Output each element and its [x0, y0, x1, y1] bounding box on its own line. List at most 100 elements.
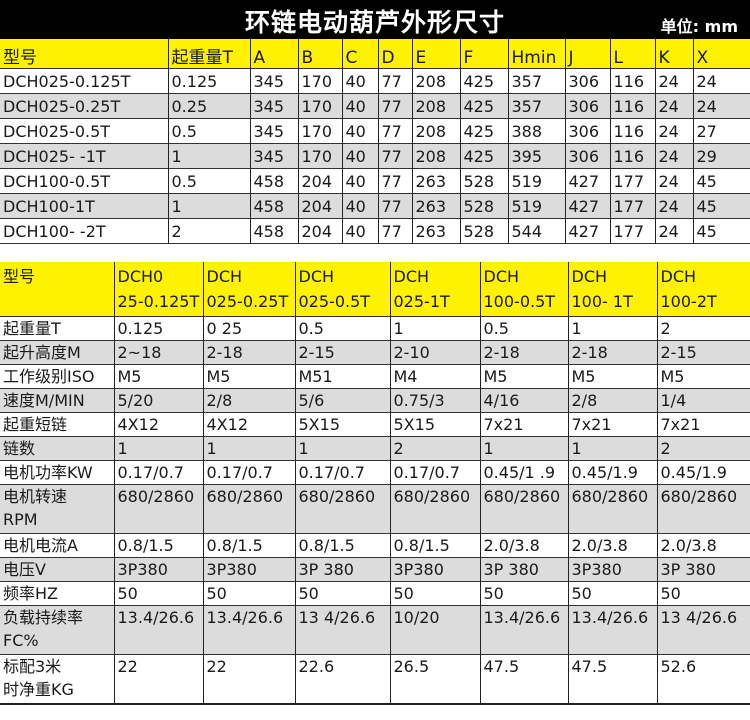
row-label: 电机功率KW — [0, 460, 114, 485]
column-header: Hmin — [507, 39, 565, 69]
value-cell: 116 — [609, 143, 655, 169]
value-cell: 263 — [411, 218, 460, 244]
value-cell: 0.5 — [167, 118, 250, 144]
table-row: 负载持续率 FC% 13.4/26.6 13.4/26.6 13 4/26.6 10/20… — [0, 605, 750, 655]
value-cell: 0.45/1 .9 — [479, 460, 568, 485]
value-cell: 77 — [377, 168, 412, 194]
value-cell: 50 — [294, 581, 390, 606]
value-cell: 40 — [341, 143, 378, 169]
value-cell: 1 — [113, 436, 203, 461]
value-cell: 45 — [692, 168, 750, 194]
value-cell: 680/2860 — [389, 484, 480, 534]
row-label: 频率HZ — [0, 581, 114, 606]
value-cell: 263 — [411, 168, 460, 194]
value-cell: 77 — [377, 193, 412, 219]
value-cell: 458 — [249, 218, 298, 244]
value-cell: 458 — [249, 168, 298, 194]
value-cell: 2-18 — [479, 340, 568, 365]
value-cell: 1 — [167, 143, 250, 169]
value-cell: 1 — [294, 436, 390, 461]
table-row: 频率HZ 50 50 50 50 50 50 50 — [0, 581, 750, 606]
value-cell: 388 — [507, 118, 565, 144]
value-cell: 306 — [564, 118, 610, 144]
value-cell: 425 — [459, 118, 508, 144]
value-cell: 22 — [113, 654, 203, 705]
label-line: 速度M/MIN — [3, 391, 85, 410]
column-header: DCH 100-0.5T — [479, 262, 568, 317]
value-cell: M5 — [202, 364, 295, 389]
table-row: 工作级别ISO M5 M5 M51 M4 M5 M5 M5 — [0, 364, 750, 389]
table-row: DCH100- -2T 2 458 204 40 77 263 528 544 427 177 24 4… — [0, 218, 750, 244]
value-cell: 40 — [341, 68, 378, 94]
value-cell: 528 — [459, 218, 508, 244]
value-cell: 45 — [692, 218, 750, 244]
model-cell: DCH100- -2T — [0, 218, 168, 244]
label-line: 起升高度M — [3, 343, 81, 362]
value-cell: 13.4/26.6 — [567, 605, 657, 655]
model-cell: DCH025-0.5T — [0, 118, 168, 144]
table-row: 起重量T 0.125 0 25 0.5 1 0.5 1 2 — [0, 316, 750, 341]
value-cell: 2/8 — [202, 388, 295, 413]
label-line: 起重短链 — [3, 415, 68, 434]
row-label: 负载持续率 FC% — [0, 605, 114, 655]
table-row: 电压V 3P380 3P380 3P 380 3P380 3P 380 3P380 3P 38… — [0, 557, 750, 582]
value-cell: 208 — [411, 143, 460, 169]
value-cell: 0.125 — [167, 68, 250, 94]
table-row: DCH025- -1T 1 345 170 40 77 208 425 395 306 116 24 2… — [0, 143, 750, 169]
value-cell: 0.8/1.5 — [202, 533, 295, 558]
table-row: 起升高度M 2~18 2-18 2-15 2-10 2-18 2-18 2-15 — [0, 340, 750, 365]
label-line: 起重量T — [3, 319, 61, 338]
page-title: 环链电动葫芦外形尺寸 — [244, 8, 505, 37]
value-cell: 13 4/26.6 — [656, 605, 750, 655]
value-cell: 5/6 — [294, 388, 390, 413]
column-header: X — [692, 39, 750, 69]
header-line: DCH — [483, 267, 520, 286]
value-cell: 1/4 — [656, 388, 750, 413]
column-header: K — [654, 39, 693, 69]
value-cell: 40 — [341, 218, 378, 244]
value-cell: 425 — [459, 143, 508, 169]
value-cell: 40 — [341, 168, 378, 194]
value-cell: 519 — [507, 193, 565, 219]
value-cell: 395 — [507, 143, 565, 169]
value-cell: 2-10 — [389, 340, 480, 365]
unit-label: 单位: mm — [660, 17, 738, 36]
value-cell: 2-15 — [294, 340, 390, 365]
value-cell: 29 — [692, 143, 750, 169]
value-cell: 1 — [389, 316, 480, 341]
header-line: DCH — [660, 267, 697, 286]
label-line: 电机转速 — [3, 487, 68, 506]
header-line: 100-0.5T — [483, 292, 556, 311]
label-line: RPM — [3, 510, 38, 529]
value-cell: 544 — [507, 218, 565, 244]
value-cell: 45 — [692, 193, 750, 219]
value-cell: 2-15 — [656, 340, 750, 365]
row-label: 标配3米 时净重KG — [0, 654, 114, 705]
row-label: 电机转速 RPM — [0, 484, 114, 534]
column-header: L — [609, 39, 655, 69]
value-cell: 0.45/1.9 — [567, 460, 657, 485]
header-line: DCH — [393, 267, 430, 286]
value-cell: 680/2860 — [479, 484, 568, 534]
value-cell: 50 — [656, 581, 750, 606]
value-cell: 24 — [654, 68, 693, 94]
value-cell: 22 — [202, 654, 295, 705]
row-label: 起升高度M — [0, 340, 114, 365]
model-cell: DCH025-0.125T — [0, 68, 168, 94]
value-cell: 24 — [654, 168, 693, 194]
value-cell: 3P380 — [389, 557, 480, 582]
label-line: 频率HZ — [3, 584, 58, 603]
value-cell: 427 — [564, 218, 610, 244]
value-cell: 2 — [389, 436, 480, 461]
value-cell: 2 — [656, 436, 750, 461]
value-cell: 7x21 — [567, 412, 657, 437]
value-cell: 0.17/0.7 — [202, 460, 295, 485]
value-cell: 1 — [202, 436, 295, 461]
value-cell: 3P 380 — [294, 557, 390, 582]
value-cell: 1 — [479, 436, 568, 461]
value-cell: 345 — [249, 143, 298, 169]
label-line: 电机电流A — [3, 536, 78, 555]
value-cell: 345 — [249, 93, 298, 119]
column-header: C — [341, 39, 378, 69]
row-label: 工作级别ISO — [0, 364, 114, 389]
